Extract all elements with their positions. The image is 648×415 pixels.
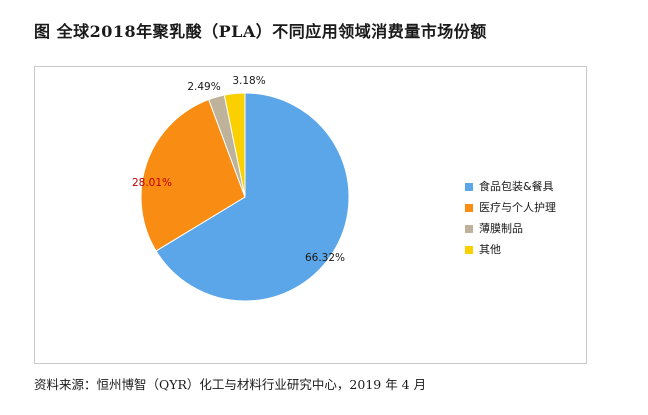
source-note: 资料来源：恒州博智（QYR）化工与材料行业研究中心，2019 年 4 月 [34, 377, 427, 392]
legend-item: 薄膜制品 [465, 218, 556, 239]
slice-data-label: 66.32% [305, 252, 345, 264]
legend-label: 医疗与个人护理 [479, 201, 556, 214]
chart-legend: 食品包装&餐具 医疗与个人护理 薄膜制品其他 [465, 176, 556, 260]
legend-swatch [465, 182, 473, 191]
legend-item: 医疗与个人护理 [465, 197, 556, 218]
chart-title: 图 全球2018年聚乳酸（PLA）不同应用领域消费量市场份额 [34, 22, 487, 41]
legend-swatch [465, 224, 473, 233]
legend-swatch [465, 203, 473, 212]
legend-label: 薄膜制品 [479, 222, 523, 235]
pie-slice [223, 92, 246, 198]
slice-data-label: 2.49% [187, 81, 220, 93]
pie-slice [155, 92, 350, 302]
slice-data-label: 28.01% [132, 177, 172, 189]
pie-chart: 66.32% 28.01% 2.49% 3.18% [132, 75, 350, 302]
legend-item: 食品包装&餐具 [465, 176, 556, 197]
pie-slice [140, 98, 246, 252]
legend-label: 其他 [479, 243, 501, 256]
legend-label: 食品包装&餐具 [479, 180, 554, 193]
chart-area: 66.32% 28.01% 2.49% 3.18% 食品包装&餐具 医疗与个人护理 薄膜制… [34, 66, 587, 364]
slice-data-label: 3.18% [232, 75, 265, 87]
legend-swatch [465, 245, 473, 254]
legend-item: 其他 [465, 239, 556, 260]
